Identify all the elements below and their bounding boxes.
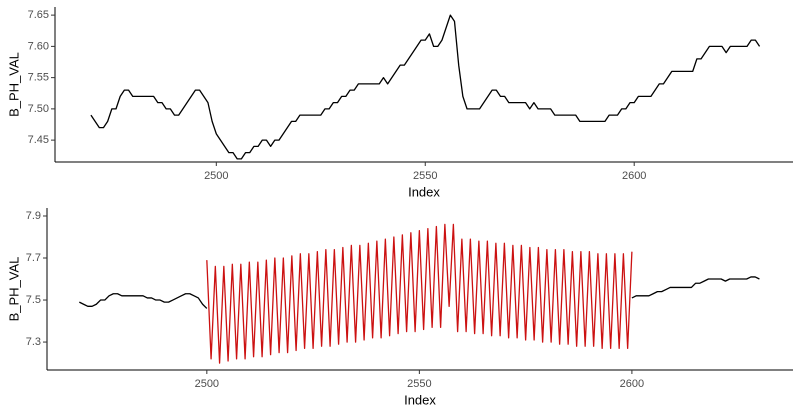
x-tick-label: 2600	[620, 378, 644, 390]
x-tick-label: 2550	[407, 378, 431, 390]
x-tick-label: 2600	[622, 170, 646, 182]
data-line	[90, 14, 761, 160]
data-line	[79, 276, 760, 309]
y-tick-label: 7.9	[26, 210, 41, 222]
y-axis-title: B_PH_VAL	[6, 52, 21, 117]
x-axis-title: Index	[404, 392, 436, 407]
y-tick-label: 7.3	[26, 336, 41, 348]
x-tick-label: 2500	[195, 378, 219, 390]
x-axis-title: Index	[408, 184, 440, 199]
y-tick-label: 7.50	[28, 103, 49, 115]
y-tick-label: 7.7	[26, 252, 41, 264]
data-line	[206, 223, 633, 364]
y-tick-label: 7.55	[28, 72, 49, 84]
y-tick-label: 7.45	[28, 134, 49, 146]
x-tick-label: 2550	[413, 170, 437, 182]
x-tick-label: 2500	[204, 170, 228, 182]
y-tick-label: 7.60	[28, 40, 49, 52]
y-axis-title: B_PH_VAL	[6, 257, 21, 322]
y-tick-label: 7.65	[28, 9, 49, 21]
y-tick-label: 7.5	[26, 294, 41, 306]
